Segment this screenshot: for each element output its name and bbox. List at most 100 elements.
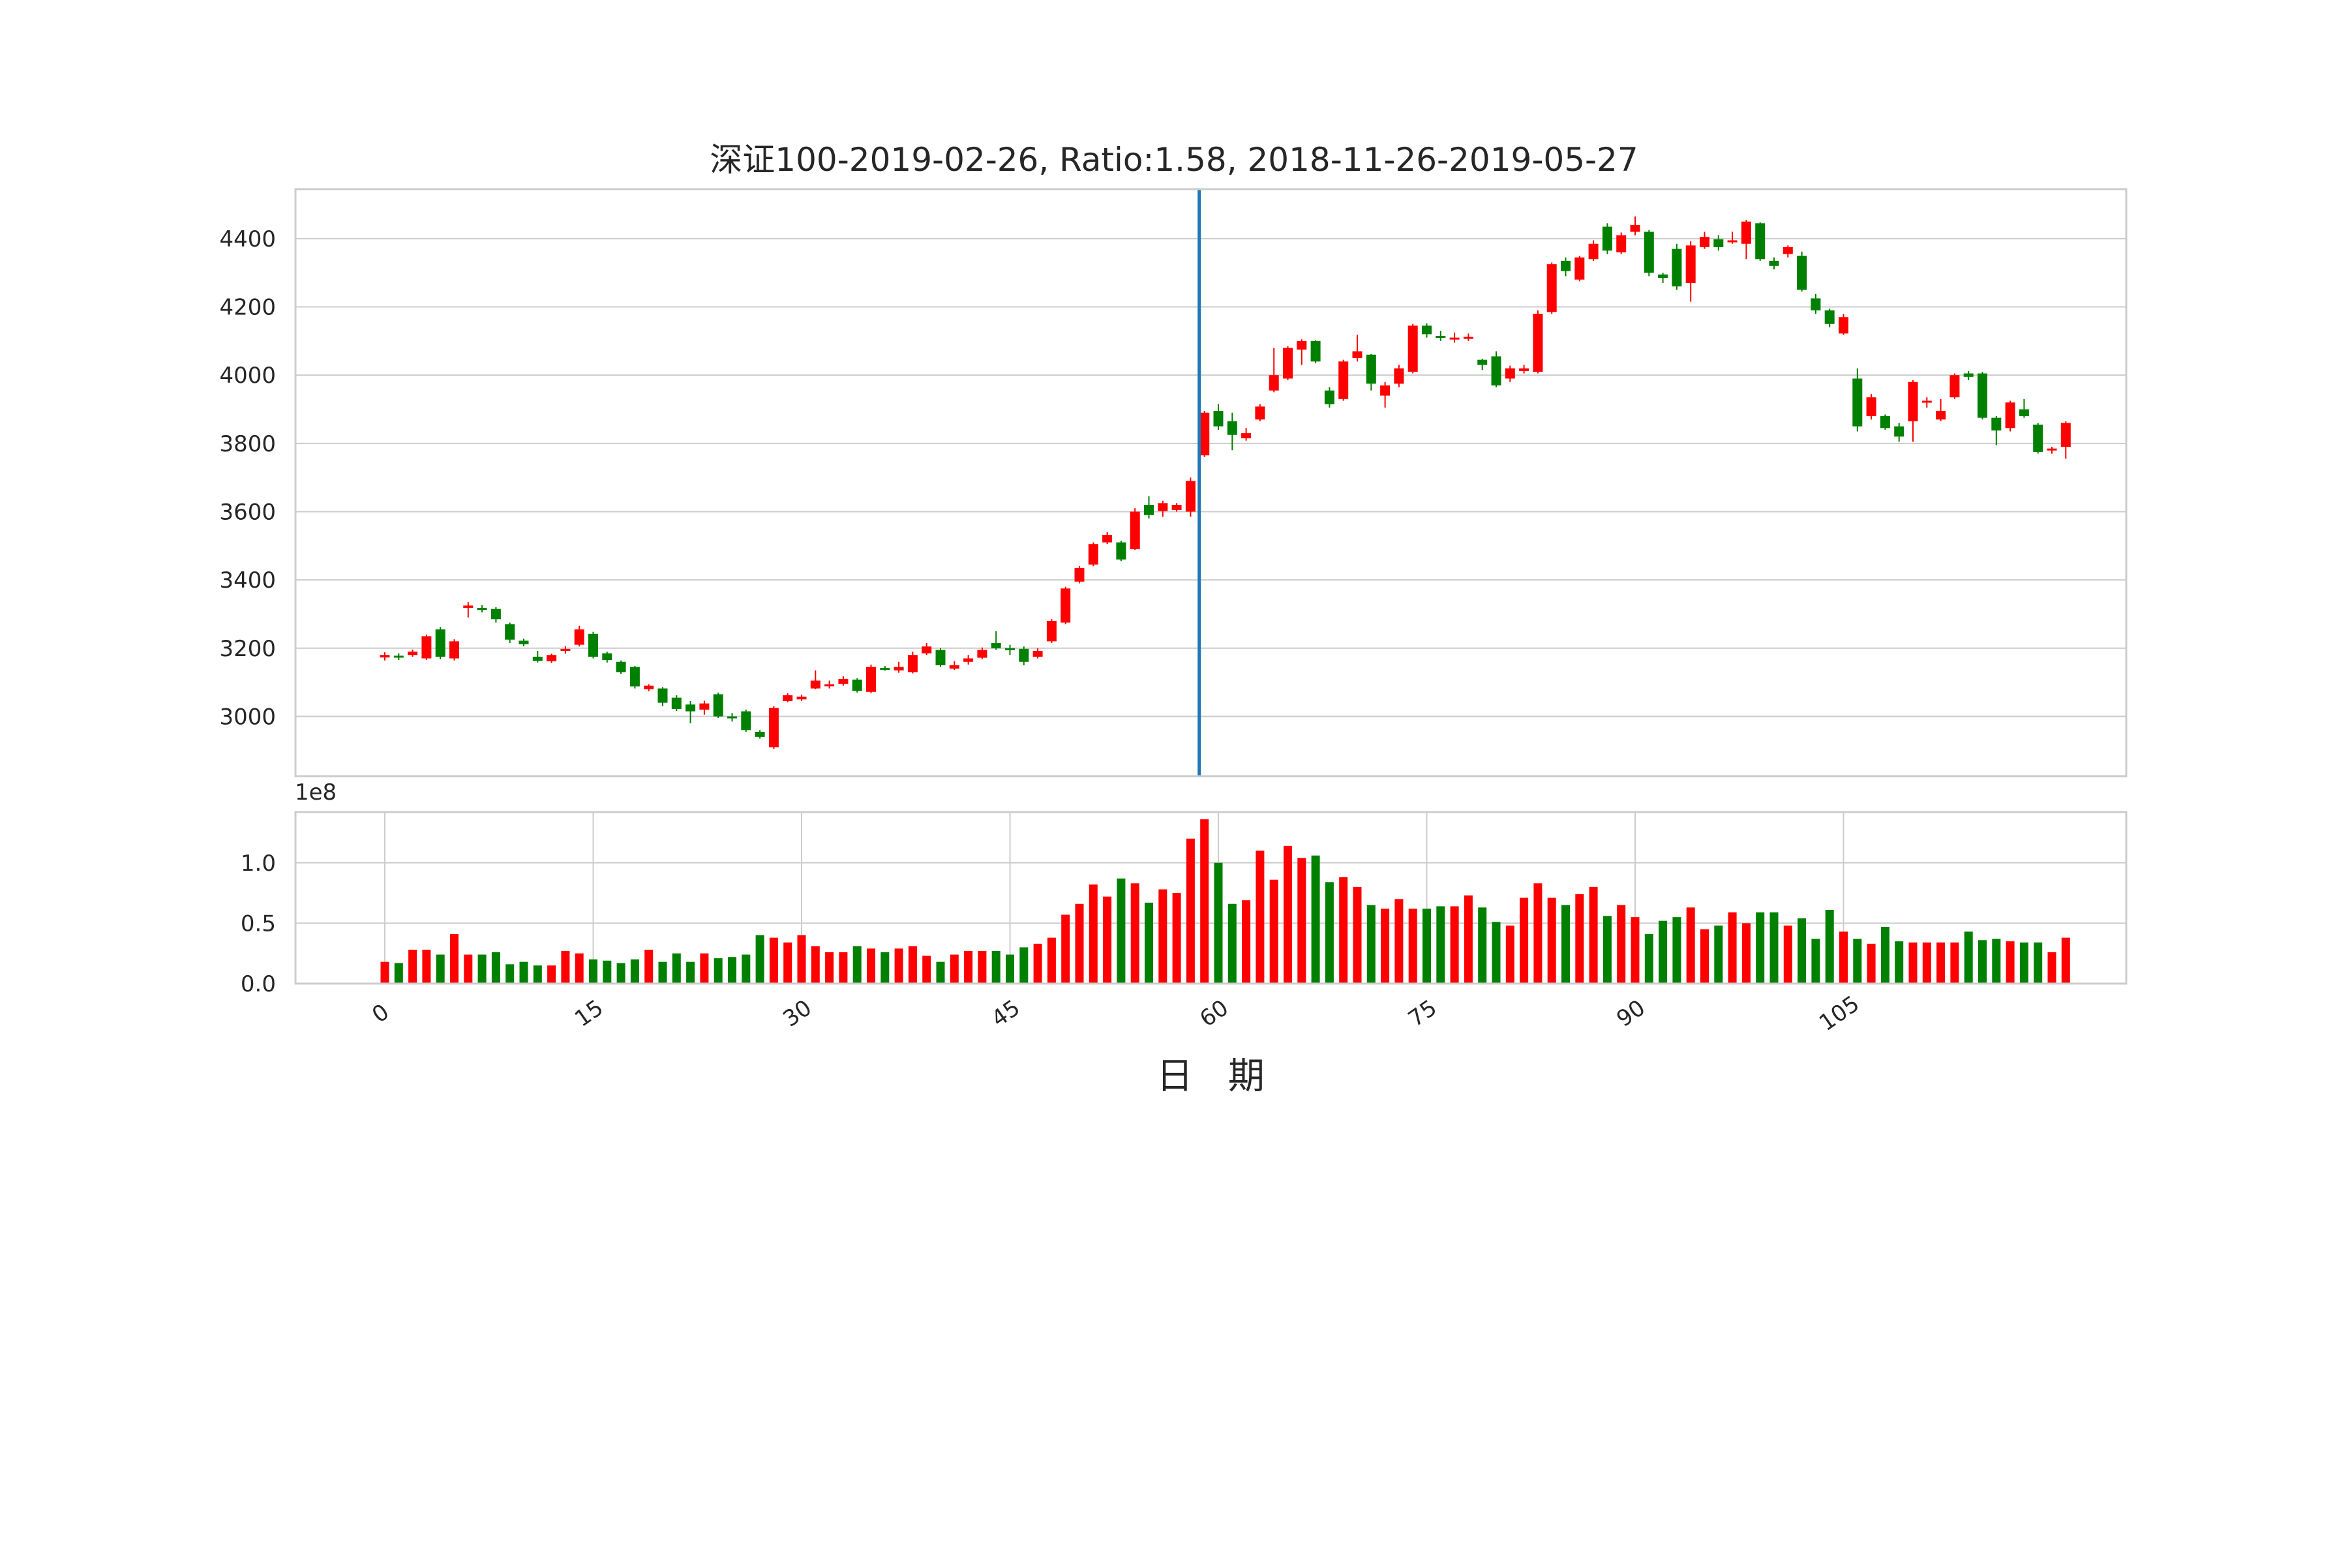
volume-bar [880,952,890,984]
price-grid [295,237,2126,717]
volume-bar [1603,916,1612,984]
candle-body [616,661,626,672]
volume-bar [1214,862,1223,984]
candle-body [1519,368,1529,371]
price-tick-label: 3000 [219,704,276,730]
candle-body [1407,325,1418,372]
candle-body [1338,361,1349,399]
candle-body [810,680,820,689]
candle-body [1588,243,1599,260]
candle-body [1269,375,1279,391]
candle-body [1505,368,1515,379]
candle-body [963,658,974,662]
x-tick-label: 15 [570,995,608,1033]
candle-body [1088,544,1098,565]
x-tick-label: 105 [1814,991,1864,1036]
candle-body [574,629,584,645]
candle-body [2033,425,2043,452]
candle-body [2047,448,2057,451]
volume-bar [686,961,695,984]
candle-body [1921,400,1932,403]
candle-body [1713,239,1724,247]
volume-bar [491,952,500,984]
volume-bar [1130,883,1139,984]
volume-bar [1561,905,1570,984]
volume-bar [1964,931,1973,984]
candle-body [1755,223,1766,260]
candle-body [713,694,723,717]
volume-bar [1575,894,1584,984]
volume-bar [436,954,445,984]
candle-body [727,716,737,719]
candle-body [699,703,710,710]
x-tick-label: 90 [1612,995,1649,1033]
volume-bar [644,950,654,984]
candle-body [532,656,543,661]
volume-bar [2006,941,2015,984]
candle-body [1727,240,1738,243]
candle-body [1908,382,1918,421]
candle-body [657,688,668,703]
candle-body [671,697,682,709]
volume-bar [1325,882,1334,984]
candle-body [1616,235,1627,252]
candle-body [393,656,404,658]
candle-body [1310,340,1321,362]
candle-body [1171,505,1182,510]
price-tick-label: 4000 [219,363,276,389]
volume-bar [2047,952,2056,984]
volume-bar [1103,896,1112,984]
candle-body [519,641,529,644]
volume-bar [1533,883,1543,984]
volume-bar [755,935,764,984]
candle-body [1978,373,1987,418]
volume-bar [811,946,820,984]
volume-bar [1492,922,1501,984]
volume-grid [295,812,2126,984]
volume-bar [1811,939,1820,984]
volume-bar [1408,909,1417,984]
candle-body [1463,337,1473,339]
candle-body [477,608,487,611]
volume-bars [380,819,2070,984]
candle-body [1700,237,1709,247]
volume-bar [1741,923,1751,984]
volume-bar [1631,917,1640,984]
price-tick-label: 3600 [219,499,276,525]
volume-bar [1019,947,1029,984]
volume-bar [1505,926,1514,984]
volume-bar [1728,912,1737,984]
volume-bar [1478,907,1487,984]
volume-bar [1978,940,1987,984]
volume-bar [797,935,806,984]
volume-bar [380,961,389,984]
candle-body [1449,337,1460,340]
candle-body [894,667,904,671]
candle-body [1213,411,1224,427]
volume-bar [2061,937,2070,984]
candle-body [1185,481,1196,512]
volume-bar [1394,899,1404,984]
candle-body [2005,402,2015,429]
volume-bar [1769,912,1779,984]
volume-bar [408,950,417,984]
volume-bar [1033,943,1042,984]
volume-bar [1908,942,1918,984]
candle-body [1144,505,1154,515]
candle-body [380,655,390,657]
volume-bar [394,963,403,984]
price-tick-label: 3800 [219,431,276,457]
volume-bar [742,954,751,984]
candle-body [755,731,765,737]
volume-bar [616,963,625,984]
candle-body [922,646,932,654]
candle-body [1811,298,1821,310]
volume-bar [505,964,515,984]
candle-body [1963,373,1974,377]
candle-body [1824,310,1835,324]
volume-bar [1839,931,1848,984]
candle-body [1491,356,1501,385]
candle-body [1061,588,1071,623]
candle-body [977,650,987,658]
candle-body [1283,348,1293,379]
